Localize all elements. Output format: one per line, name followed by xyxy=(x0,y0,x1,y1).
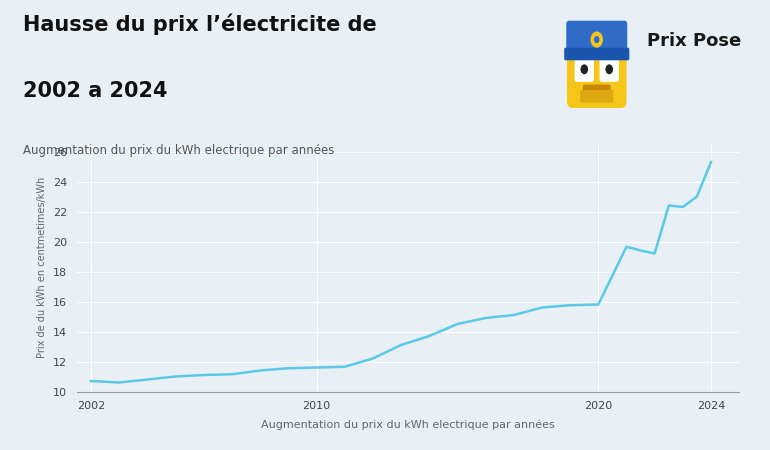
FancyBboxPatch shape xyxy=(580,90,614,103)
Text: Augmentation du prix du kWh electrique par années: Augmentation du prix du kWh electrique p… xyxy=(23,144,334,157)
Circle shape xyxy=(605,64,613,74)
FancyBboxPatch shape xyxy=(583,85,611,97)
FancyBboxPatch shape xyxy=(600,57,619,82)
Text: Prix Pose: Prix Pose xyxy=(647,32,741,50)
Y-axis label: Prix de du kWh en centmetimes/kWh: Prix de du kWh en centmetimes/kWh xyxy=(38,177,48,358)
Circle shape xyxy=(581,64,588,74)
FancyBboxPatch shape xyxy=(574,57,594,82)
FancyBboxPatch shape xyxy=(566,21,628,59)
Text: Hausse du prix l’électricite de: Hausse du prix l’électricite de xyxy=(23,14,377,35)
FancyBboxPatch shape xyxy=(567,35,627,108)
Circle shape xyxy=(594,36,600,43)
X-axis label: Augmentation du prix du kWh electrique par années: Augmentation du prix du kWh electrique p… xyxy=(261,419,555,430)
Circle shape xyxy=(591,32,603,48)
Text: 2002 a 2024: 2002 a 2024 xyxy=(23,81,168,101)
FancyBboxPatch shape xyxy=(564,48,629,60)
